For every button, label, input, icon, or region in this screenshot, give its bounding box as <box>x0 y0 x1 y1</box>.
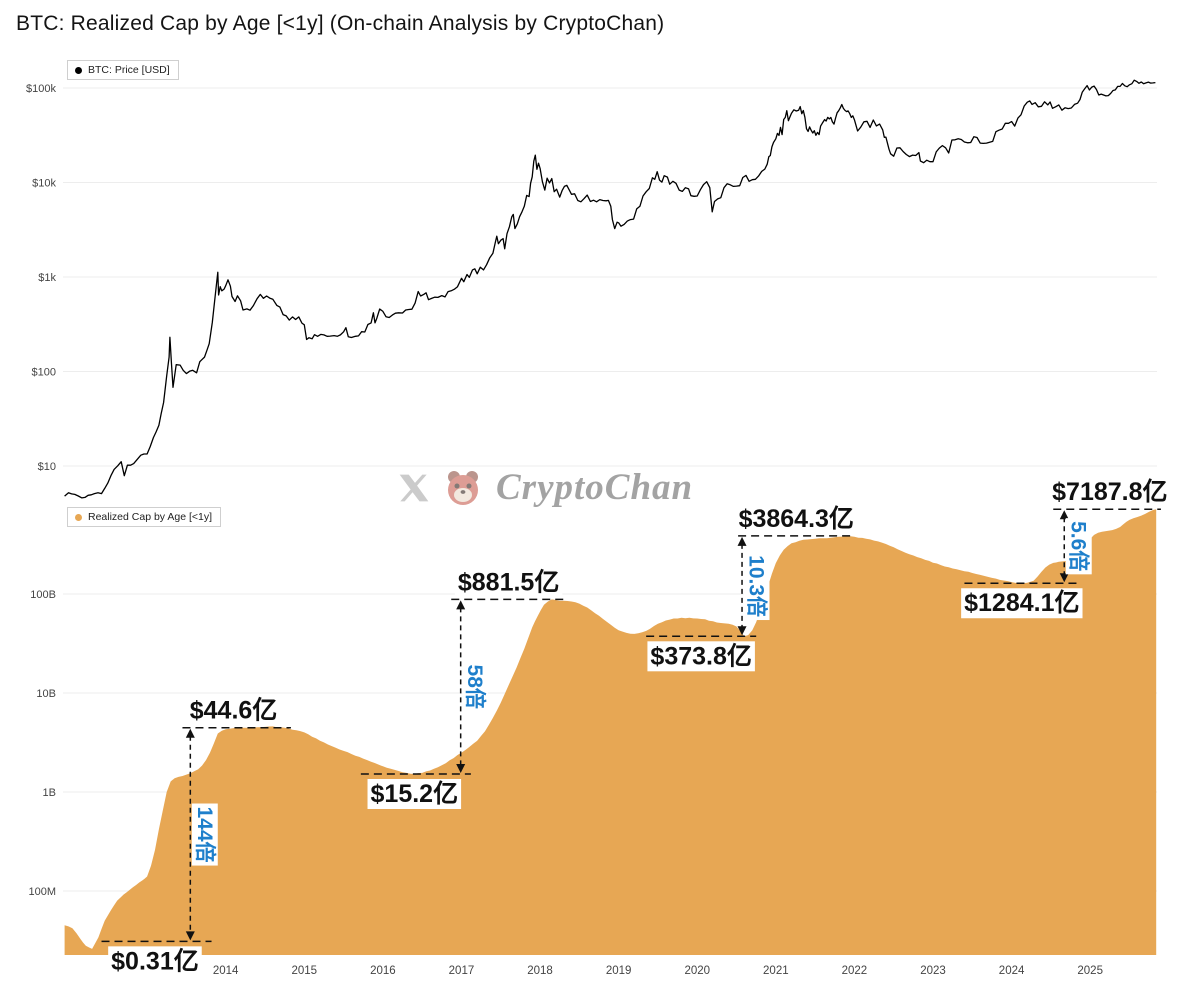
arrowhead-up <box>185 728 195 738</box>
cryptochan-panda-icon <box>448 470 478 505</box>
annotation-value-label: $3864.3亿 <box>739 505 854 533</box>
cap-y-tick-label: 10B <box>36 688 56 700</box>
annotation-value-label: $373.8亿 <box>650 642 751 670</box>
price-series-marker <box>75 66 82 74</box>
legend-realized-cap: Realized Cap by Age [<1y] <box>67 507 222 527</box>
realized-cap-area <box>64 509 1157 955</box>
arrowhead-down <box>1059 573 1069 583</box>
legend-price: BTC: Price [USD] <box>67 60 179 80</box>
arrowhead-up <box>737 536 747 546</box>
annotation-value-label: $7187.8亿 <box>1052 478 1167 506</box>
cap-y-tick-label: 100B <box>30 589 56 601</box>
x-tick-label: 2014 <box>213 965 239 977</box>
annotation-value-label-bg <box>735 503 857 534</box>
annotation-multiplier-label: 144倍 <box>193 807 217 863</box>
annotation-value-label-bg <box>961 588 1083 619</box>
annotation-multiplier-label: 10.3倍 <box>744 555 768 617</box>
price-y-tick-label: $10 <box>38 461 56 473</box>
annotation-multiplier-label: 58倍 <box>463 665 487 709</box>
price-y-tick-label: $100 <box>32 367 56 379</box>
legend-price-label: BTC: Price [USD] <box>88 64 170 76</box>
arrowhead-down <box>737 626 747 636</box>
x-tick-label: 2015 <box>291 965 317 977</box>
annotation-value-label-bg <box>1049 477 1171 508</box>
x-tick-label: 2022 <box>842 965 868 977</box>
x-tick-label: 2024 <box>999 965 1025 977</box>
x-tick-label: 2016 <box>370 965 396 977</box>
annotation-value-label: $15.2亿 <box>371 780 459 808</box>
annotation-value-label: $0.31亿 <box>111 947 199 975</box>
cap-series-marker <box>75 513 82 521</box>
annotation-multiplier-label-bg <box>1065 518 1092 575</box>
annotation-value-label-bg <box>367 778 462 809</box>
legend-cap-label: Realized Cap by Age [<1y] <box>88 511 213 523</box>
x-logo-icon <box>399 474 429 501</box>
price-y-tick-label: $1k <box>38 272 56 284</box>
arrowhead-up <box>456 600 466 610</box>
annotation-value-label: $881.5亿 <box>458 568 559 596</box>
arrowhead-up <box>1059 510 1069 520</box>
annotation-value-label-bg <box>454 567 563 598</box>
x-tick-label: 2025 <box>1077 965 1103 977</box>
arrowhead-down <box>185 931 195 941</box>
watermark-brand-text: CryptoChan <box>496 467 694 508</box>
annotation-multiplier-label-bg <box>462 661 489 712</box>
watermark: CryptoChan <box>398 466 693 509</box>
price-y-tick-label: $100k <box>26 83 56 95</box>
annotation-value-label: $1284.1亿 <box>964 589 1079 617</box>
annotation-value-label-bg <box>186 695 281 726</box>
x-tick-label: 2023 <box>920 965 946 977</box>
annotation-multiplier-label: 5.6倍 <box>1067 521 1091 571</box>
price-line <box>64 79 1156 499</box>
annotation-value-label-bg <box>108 946 202 977</box>
x-tick-label: 2021 <box>763 965 789 977</box>
arrowhead-down <box>456 763 466 773</box>
cap-y-tick-label: 1B <box>43 787 56 799</box>
x-tick-label: 2018 <box>527 965 553 977</box>
annotation-multiplier-label-bg <box>743 552 770 621</box>
annotation-value-label: $44.6亿 <box>190 697 278 725</box>
x-tick-label: 2020 <box>684 965 710 977</box>
annotation-multiplier-label-bg <box>191 803 218 866</box>
x-tick-label: 2017 <box>449 965 475 977</box>
page-title: BTC: Realized Cap by Age [<1y] (On-chain… <box>16 12 665 35</box>
price-y-tick-label: $10k <box>32 178 56 190</box>
cap-y-tick-label: 100M <box>28 886 56 898</box>
x-tick-label: 2019 <box>606 965 632 977</box>
annotation-value-label-bg <box>647 641 755 672</box>
